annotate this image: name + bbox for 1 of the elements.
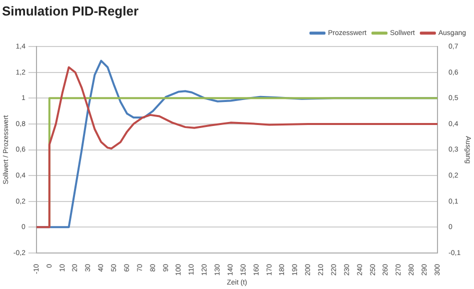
chart-title: Simulation PID-Regler	[2, 3, 139, 18]
